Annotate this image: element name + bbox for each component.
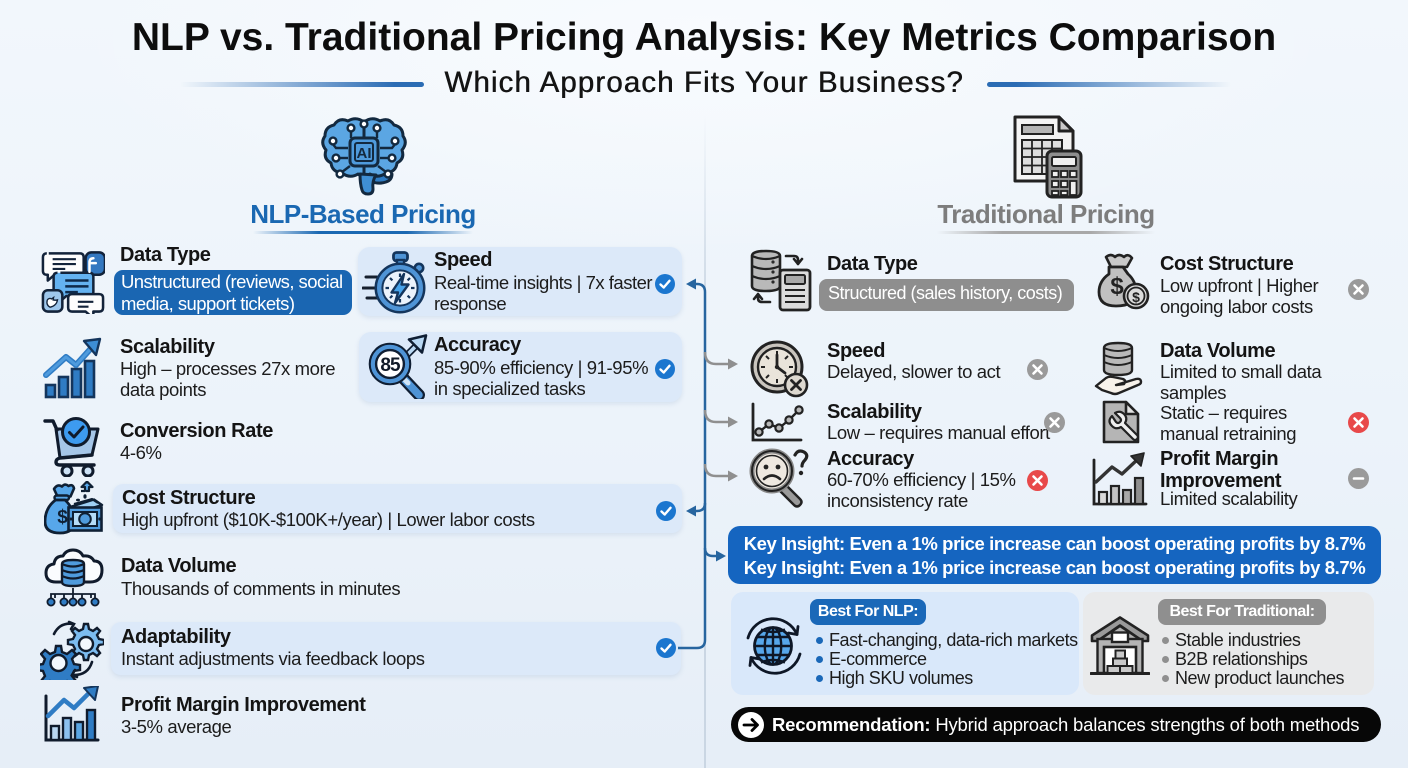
svg-text:$: $ <box>57 507 68 528</box>
svg-text:$: $ <box>1132 289 1140 305</box>
svg-text:$: $ <box>1110 273 1124 300</box>
svg-text:AI: AI <box>357 145 372 162</box>
svg-text:85: 85 <box>380 355 401 376</box>
